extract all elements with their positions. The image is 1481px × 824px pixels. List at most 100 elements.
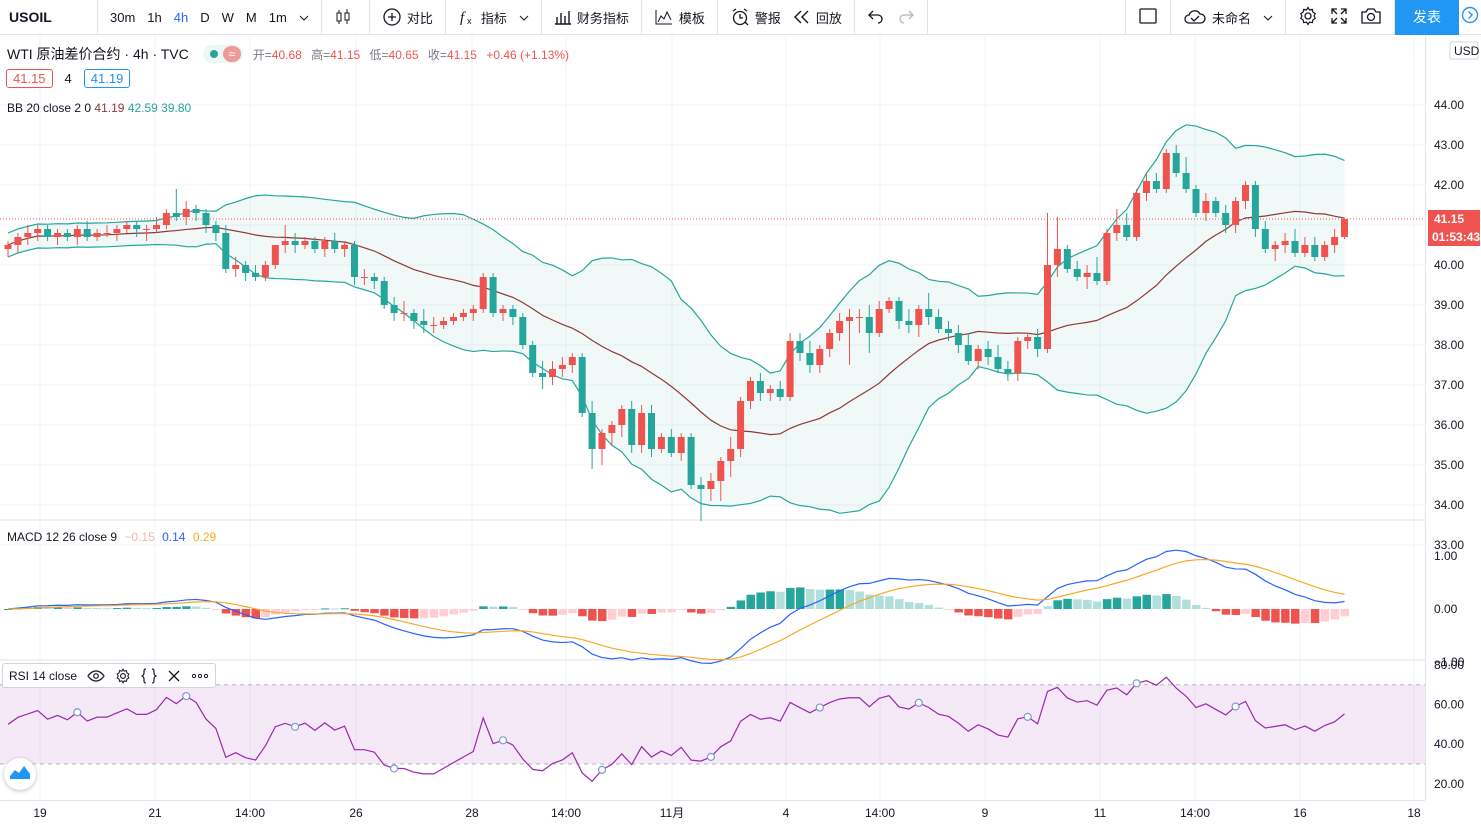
candle: [440, 317, 448, 329]
interval-W[interactable]: W: [221, 9, 234, 25]
series-title[interactable]: WTI 原油差价合约 · 4h · TVC: [7, 46, 189, 62]
indicators-label: 指标: [480, 10, 507, 26]
chart-type-button[interactable]: [328, 0, 363, 35]
macd-hist-bar: [954, 609, 963, 613]
macd-hist-bar: [103, 608, 112, 610]
macd-hist-bar: [1291, 609, 1300, 624]
candle: [222, 225, 230, 273]
candle-body: [54, 233, 61, 237]
macd-hist-bar: [192, 606, 201, 609]
interval-30m[interactable]: 30m: [110, 9, 136, 25]
save-layout-button[interactable]: 未命名: [1177, 0, 1257, 35]
chart-canvas[interactable]: [0, 36, 1425, 800]
layout-dropdown[interactable]: [1257, 0, 1279, 35]
financials-button[interactable]: 财务指标: [548, 0, 635, 35]
candle-body: [925, 309, 933, 317]
candle: [667, 429, 675, 457]
candle-body: [14, 237, 22, 245]
countdown-label: 01:53:43: [1432, 230, 1480, 244]
candle-body: [608, 425, 616, 433]
snapshot-button[interactable]: [1354, 0, 1388, 35]
redo-button[interactable]: [891, 0, 921, 35]
macd-hist-bar: [508, 606, 518, 609]
publish-button[interactable]: 发表: [1395, 0, 1459, 35]
candle: [816, 345, 824, 373]
time-tick-label: 14:00: [551, 806, 581, 820]
bb-legend[interactable]: BB 20 close 2 0 41.19 42.59 39.80: [7, 101, 191, 115]
templates-button[interactable]: 模板: [648, 0, 711, 35]
macd-hist-bar: [1003, 609, 1013, 620]
macd-hist-bar: [360, 609, 369, 613]
candle-body: [162, 213, 170, 225]
candle: [717, 457, 725, 501]
candle: [1152, 173, 1160, 193]
macd-legend[interactable]: MACD 12 26 close 9 −0.15 0.14 0.29: [7, 530, 216, 544]
candle: [1162, 149, 1170, 193]
candle-body: [1182, 173, 1190, 189]
candle-body: [935, 317, 943, 329]
candle-body: [261, 265, 269, 277]
select-layout-button[interactable]: [1132, 0, 1164, 35]
settings-button[interactable]: [1292, 0, 1324, 35]
macd-hist-bar: [1192, 604, 1201, 609]
rsi-legend[interactable]: RSI 14 close: [2, 663, 217, 688]
buy-button[interactable]: 41.19: [83, 69, 131, 88]
fullscreen-button[interactable]: [1324, 0, 1354, 35]
bb-upper-value: 42.59: [127, 101, 158, 115]
alert-button[interactable]: 警报: [724, 0, 787, 35]
candle-body: [895, 301, 903, 321]
interval-1m[interactable]: 1m: [268, 9, 287, 25]
candle-body: [747, 381, 754, 401]
gear-icon[interactable]: [115, 667, 131, 684]
interval-D[interactable]: D: [200, 9, 210, 25]
macd-hist-bar: [1310, 609, 1320, 624]
candle-body: [1192, 189, 1200, 213]
macd-hist-bar: [1112, 597, 1122, 609]
tradingview-logo-button[interactable]: [4, 758, 36, 790]
replay-button[interactable]: 回放: [787, 0, 848, 35]
undo-button[interactable]: [861, 0, 891, 35]
interval-4h[interactable]: 4h: [173, 9, 189, 25]
candle-body: [836, 321, 844, 333]
rsi-marker: [291, 722, 300, 731]
compare-button[interactable]: 对比: [376, 0, 439, 35]
market-status-toggle[interactable]: ≈: [202, 45, 243, 63]
candle: [44, 225, 52, 241]
symbol-search-button[interactable]: USOIL: [0, 0, 98, 35]
candle-body: [578, 357, 586, 413]
candle: [846, 309, 853, 365]
play-button[interactable]: [1459, 0, 1481, 35]
indicators-dropdown[interactable]: [513, 0, 535, 35]
interval-dropdown[interactable]: [293, 0, 315, 35]
macd-hist-bar: [1271, 609, 1280, 623]
braces-icon[interactable]: [141, 667, 158, 684]
candle-body: [915, 309, 923, 325]
close-icon[interactable]: [167, 669, 181, 683]
candle-body: [1212, 201, 1220, 213]
candle-body: [667, 437, 675, 453]
macd-hist-bar: [93, 608, 102, 610]
candle: [1143, 173, 1150, 201]
macd-hist-bar: [1122, 598, 1132, 609]
candle: [24, 225, 32, 245]
candle: [153, 217, 160, 233]
candle: [954, 325, 962, 353]
candle-body: [687, 437, 695, 485]
candle: [1242, 181, 1249, 209]
sell-button[interactable]: 41.15: [6, 69, 53, 88]
candle: [1053, 217, 1061, 277]
more-icon[interactable]: [191, 673, 209, 679]
eye-icon[interactable]: [87, 669, 105, 683]
interval-M[interactable]: M: [245, 9, 257, 25]
candle-body: [558, 365, 566, 369]
macd-hist-bar: [291, 609, 300, 611]
candle: [321, 237, 329, 257]
candle-body: [974, 349, 982, 361]
time-axis[interactable]: 19 21 14:00 26 28 14:00 11月 4 14:00 9 11 14:00 16 18: [0, 800, 1425, 824]
macd-hist-bar: [112, 608, 122, 610]
candle: [459, 309, 467, 321]
interval-1h[interactable]: 1h: [147, 9, 162, 25]
price-axis[interactable]: USD44.0043.0042.0041.0040.0039.0038.0037…: [1425, 36, 1481, 800]
candle: [509, 305, 517, 325]
